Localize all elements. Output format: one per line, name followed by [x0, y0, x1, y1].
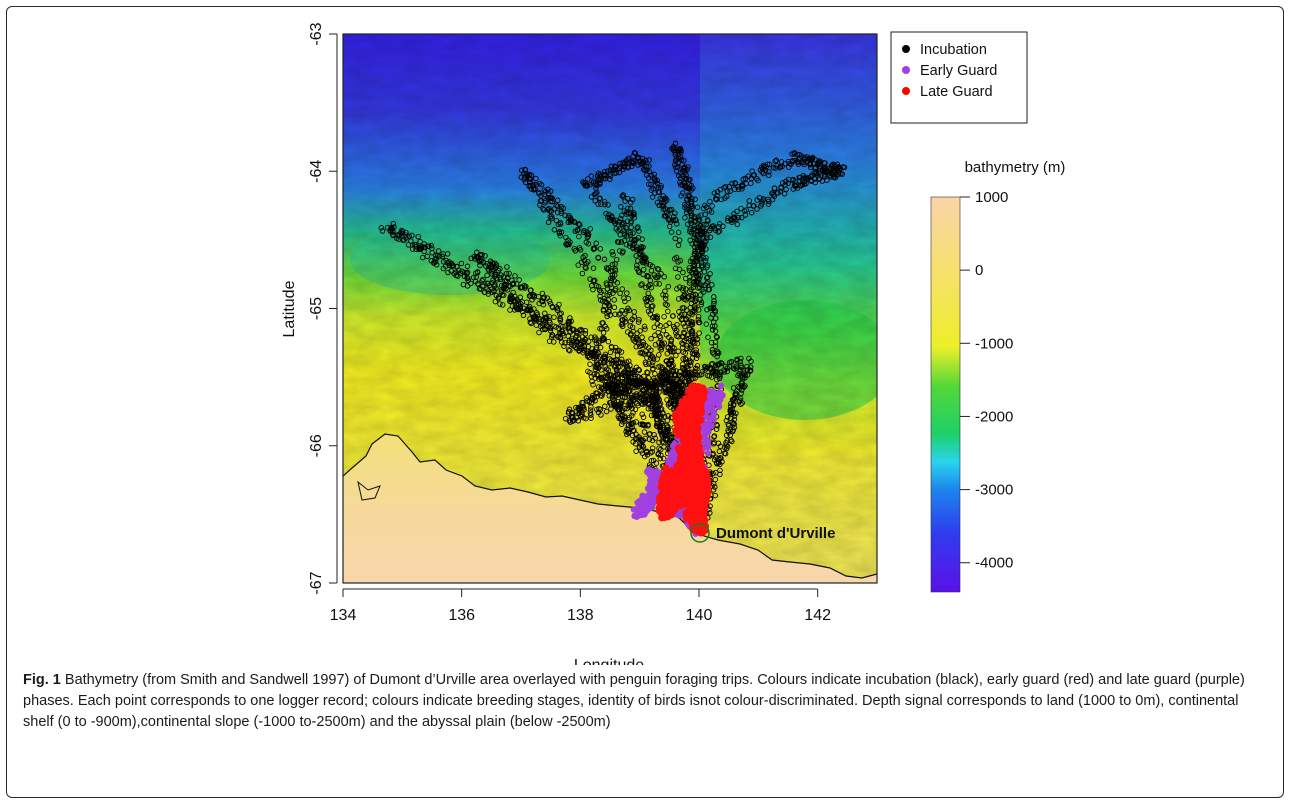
bathymetry-map-figure: Dumont d'Urville 134 136 138 140 142 -63-64-… — [281, 22, 1066, 665]
legend-marker — [902, 45, 910, 53]
y-tick-label: -66 — [308, 434, 325, 457]
legend-marker — [902, 87, 910, 95]
legend-label: Late Guard — [920, 84, 993, 100]
island-contour — [357, 480, 381, 501]
x-tick-label: 134 — [330, 607, 357, 624]
plot-frame — [342, 33, 878, 584]
x-tick-label: 140 — [686, 607, 713, 624]
dumont-durville-label: Dumont d'Urville — [716, 525, 835, 542]
x-tick-label: 142 — [804, 607, 831, 624]
colorbar-tick-label: -4000 — [975, 555, 1013, 572]
colorbar-tick-label: 1000 — [975, 189, 1008, 206]
x-axis-label: Longitude — [574, 657, 644, 665]
y-axis-label: Latitude — [281, 280, 298, 337]
x-axis: 134 136 138 140 142 — [330, 588, 831, 624]
y-tick-label: -63 — [308, 22, 325, 45]
x-tick-label: 138 — [567, 607, 594, 624]
figure-label: Fig. 1 — [23, 672, 61, 688]
y-tick-label: -64 — [308, 160, 325, 183]
legend-marker — [902, 66, 910, 74]
legend: Incubation Early Guard Late Guard — [890, 31, 1028, 124]
bathymetry-raster — [343, 34, 877, 583]
y-axis: -63 -64 -65 -66 -67 — [308, 22, 338, 595]
coastline — [343, 433, 877, 579]
caption-text: Bathymetry (from Smith and Sandwell 1997… — [23, 672, 1245, 730]
legend-box — [890, 31, 1028, 124]
x-tick-label: 136 — [448, 607, 475, 624]
colorbar-tick-label: -1000 — [975, 335, 1013, 352]
dumont-durville-marker — [690, 523, 710, 543]
colorbar-tick-label: -3000 — [975, 482, 1013, 499]
colorbar: bathymetry (m) 1000 0 -1000 -2000 -3000 -4000 — [930, 159, 1066, 593]
legend-label: Early Guard — [920, 63, 997, 79]
colorbar-tick-label: -2000 — [975, 408, 1013, 425]
colorbar-title: bathymetry (m) — [965, 159, 1066, 176]
figure-caption: Fig. 1 Bathymetry (from Smith and Sandwe… — [23, 670, 1273, 733]
colorbar-scale — [930, 196, 961, 593]
foraging-tracks — [378, 140, 848, 537]
legend-label: Incubation — [920, 42, 987, 58]
y-tick-label: -65 — [308, 297, 325, 320]
colorbar-tick-label: 0 — [975, 262, 983, 279]
y-tick-label: -67 — [308, 571, 325, 594]
